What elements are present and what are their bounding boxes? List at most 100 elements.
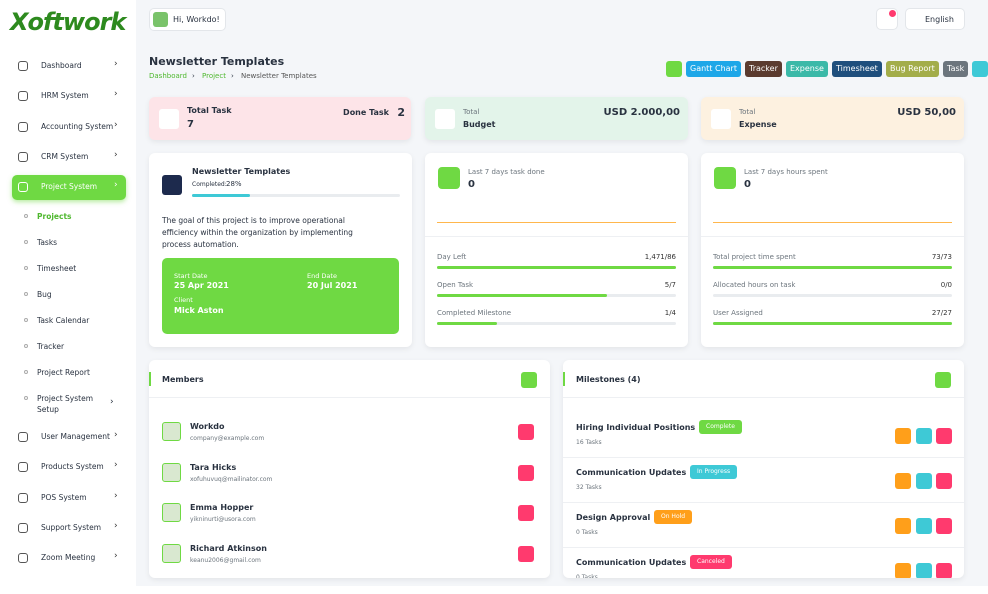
view-button[interactable]: [895, 473, 911, 489]
delete-button[interactable]: [518, 545, 534, 562]
action-button[interactable]: Gantt Chart: [686, 61, 741, 77]
delete-button[interactable]: [518, 464, 534, 481]
row-value: 27/27: [931, 309, 952, 317]
submenu-label: Bug: [37, 290, 52, 299]
completed-label: Completed:: [192, 181, 227, 188]
menu-item[interactable]: User Management ›: [12, 425, 126, 450]
action-button[interactable]: Bug Report: [886, 61, 939, 77]
member-name: Emma Hopper: [190, 503, 254, 512]
divider: [149, 397, 550, 398]
sublabel: Budget: [463, 120, 496, 129]
project-card: Newsletter Templates Completed: 28% The …: [149, 153, 412, 347]
bullet: [24, 214, 28, 218]
submenu-label: Tracker: [37, 342, 65, 351]
menu-item[interactable]: Project System ›: [12, 175, 126, 201]
avatar: [162, 422, 181, 441]
delete-button[interactable]: [518, 424, 534, 440]
value: 20 Jul 2021: [307, 281, 358, 290]
menu-item[interactable]: HRM System ›: [12, 84, 126, 109]
edit-button[interactable]: [915, 428, 932, 444]
avatar: [153, 12, 168, 27]
accent: [563, 372, 565, 386]
submenu-item[interactable]: Tasks: [22, 237, 122, 257]
value: 7: [187, 119, 194, 130]
status-badge: On Hold: [654, 510, 693, 524]
edit-button[interactable]: [972, 61, 988, 77]
menu-label: Dashboard: [41, 61, 82, 70]
menu-item[interactable]: POS System ›: [12, 486, 126, 511]
label: Start Date: [174, 272, 208, 280]
logo[interactable]: Xoftwork: [10, 8, 126, 36]
label: Total: [463, 108, 480, 116]
menu-item[interactable]: Products System ›: [12, 455, 126, 480]
menu-icon: [18, 432, 28, 442]
submenu-item[interactable]: Task Calendar: [22, 315, 122, 335]
description: The goal of this project is to improve o…: [162, 216, 353, 249]
action-button[interactable]: Task: [943, 61, 969, 77]
submenu-item[interactable]: Project System Setup ›: [22, 393, 122, 414]
language: English: [925, 15, 954, 24]
action-button[interactable]: Expense: [786, 61, 828, 77]
submenu-item[interactable]: Tracker: [22, 341, 122, 361]
actions: Gantt Chart Tracker Expense Timesheet Bug Re…: [666, 61, 988, 77]
delete-button[interactable]: [936, 518, 952, 534]
view-button[interactable]: [895, 563, 911, 578]
menu-icon: [18, 522, 28, 533]
menu-item[interactable]: CRM System ›: [12, 145, 126, 170]
edit-button[interactable]: [915, 518, 932, 534]
menu-icon: [18, 61, 28, 71]
edit-button[interactable]: [915, 473, 932, 489]
milestone-tasks: 32 Tasks: [576, 484, 602, 491]
delete-button[interactable]: [936, 473, 952, 489]
divider: [563, 502, 964, 503]
menu-item[interactable]: Accounting System ›: [12, 115, 126, 140]
language-menu[interactable]: English: [905, 8, 965, 30]
milestone-tasks: 16 Tasks: [576, 439, 602, 446]
action-button[interactable]: Tracker: [745, 61, 782, 77]
delete-button[interactable]: [936, 563, 952, 578]
divider: [425, 236, 688, 237]
divider: [563, 457, 964, 458]
chart-line: [713, 222, 952, 223]
share-button[interactable]: [666, 61, 682, 77]
bar-track: [713, 322, 952, 325]
add-button[interactable]: [521, 372, 537, 388]
progress-track: [192, 194, 400, 197]
notifications[interactable]: [876, 8, 898, 30]
delete-button[interactable]: [518, 505, 534, 521]
menu-item[interactable]: Dashboard ›: [12, 54, 126, 79]
icon: [159, 109, 179, 129]
user-menu[interactable]: Hi, Workdo!: [149, 8, 226, 31]
menu-item[interactable]: Zoom Meeting ›: [12, 546, 126, 571]
view-button[interactable]: [895, 428, 911, 444]
menu-label: Accounting System: [41, 121, 114, 131]
chevron: ›: [114, 520, 118, 531]
submenu-item[interactable]: Project Report: [22, 367, 122, 387]
stat-expense: Total Expense USD 50,00: [701, 97, 964, 140]
bullet: [24, 292, 28, 296]
edit-button[interactable]: [915, 563, 932, 578]
menu-label: Zoom Meeting: [41, 553, 96, 563]
member-email: yikninurti@usora.com: [190, 516, 256, 523]
submenu-item[interactable]: Projects: [22, 211, 122, 231]
crumb[interactable]: Dashboard: [149, 72, 187, 80]
divider: [701, 236, 964, 237]
delete-button[interactable]: [936, 428, 952, 444]
submenu-label: Timesheet: [37, 264, 77, 273]
member-name: Workdo: [190, 422, 225, 431]
row-value: 1,471/86: [644, 253, 676, 261]
panel-icon: [438, 167, 460, 189]
crumb[interactable]: Project: [202, 72, 226, 80]
stats-panel: Last 7 days hours spent 0 Total project ti…: [701, 153, 964, 347]
chevron: ›: [114, 460, 118, 471]
add-button[interactable]: [935, 372, 951, 388]
chevron: ›: [114, 59, 118, 69]
action-button[interactable]: Timesheet: [832, 61, 882, 77]
submenu-item[interactable]: Timesheet: [22, 263, 122, 283]
menu-item[interactable]: Support System ›: [12, 516, 126, 541]
accent: [149, 372, 151, 386]
crumb: Newsletter Templates: [241, 72, 317, 80]
submenu-label: Project Report: [37, 368, 90, 377]
submenu-item[interactable]: Bug: [22, 289, 122, 309]
view-button[interactable]: [895, 518, 911, 534]
